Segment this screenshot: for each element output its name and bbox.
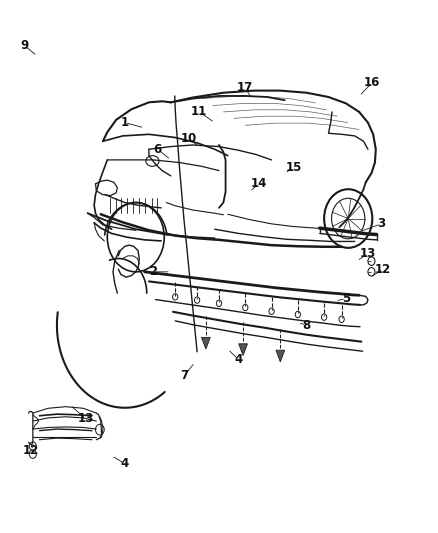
Text: 12: 12 — [375, 263, 392, 276]
Text: 4: 4 — [235, 353, 243, 366]
Text: 17: 17 — [237, 82, 254, 94]
Text: 15: 15 — [285, 161, 302, 174]
Text: 13: 13 — [77, 412, 94, 425]
Text: 11: 11 — [191, 106, 208, 118]
Text: 3: 3 — [377, 217, 385, 230]
Text: 14: 14 — [250, 177, 267, 190]
Polygon shape — [239, 344, 247, 356]
Text: 9: 9 — [20, 39, 28, 52]
Text: 5: 5 — [342, 292, 350, 305]
Text: 10: 10 — [180, 132, 197, 145]
Text: 6: 6 — [154, 143, 162, 156]
Text: 8: 8 — [303, 319, 311, 332]
Text: 16: 16 — [364, 76, 381, 89]
Text: 12: 12 — [22, 444, 39, 457]
Text: 4: 4 — [121, 457, 129, 470]
Polygon shape — [201, 337, 210, 349]
Ellipse shape — [146, 156, 159, 166]
Text: 2: 2 — [149, 265, 157, 278]
Text: 1: 1 — [121, 116, 129, 129]
Text: 13: 13 — [360, 247, 376, 260]
Polygon shape — [276, 350, 285, 362]
Text: 7: 7 — [180, 369, 188, 382]
